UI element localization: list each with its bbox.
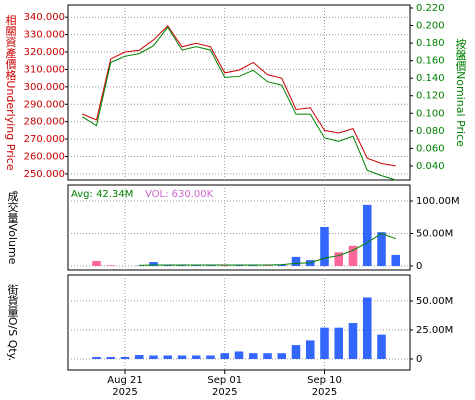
avg-label: Avg: 42.34M <box>71 189 133 200</box>
x-tick-label: Sep 01 <box>207 375 242 386</box>
y-tick-label: 340.000 <box>24 12 65 23</box>
y2-tick-label: 0.220 <box>416 3 445 14</box>
y2-tick-label: 0.060 <box>416 143 445 154</box>
bar <box>191 355 201 359</box>
bar <box>206 355 215 359</box>
y-axis-label: 成交量Volume <box>6 190 19 264</box>
bar <box>234 351 244 359</box>
y2-tick-label: 0.100 <box>416 108 445 119</box>
y2-tick-label: 0.200 <box>416 21 445 32</box>
bar <box>362 204 372 266</box>
bar <box>291 345 301 359</box>
y-tick-label: 25.00M <box>416 325 453 336</box>
line-series <box>82 25 396 167</box>
bar <box>149 262 158 266</box>
y-tick-label: 290.000 <box>24 99 65 110</box>
bar <box>348 323 358 359</box>
bar <box>291 256 301 266</box>
y-tick-label: 0 <box>416 261 422 272</box>
bar <box>163 355 173 359</box>
y2-tick-label: 0.140 <box>416 73 445 84</box>
bar <box>206 265 215 266</box>
y-tick-label: 300.000 <box>24 82 65 93</box>
bar <box>348 245 358 266</box>
y2-tick-label: 0.120 <box>416 91 445 102</box>
bar <box>377 232 386 266</box>
bar <box>277 353 287 359</box>
y2-tick-label: 0.160 <box>416 56 445 67</box>
bar <box>263 353 272 359</box>
bar <box>248 353 258 359</box>
bar <box>277 264 287 266</box>
bar <box>177 265 187 266</box>
moving-average-line <box>139 232 396 266</box>
y-tick-label: 270.000 <box>24 134 65 145</box>
x-year-label: 2025 <box>312 387 337 398</box>
bar <box>320 226 329 266</box>
bar <box>106 265 116 266</box>
bar <box>305 340 315 359</box>
y-axis-label: 相關資產價格Underlying Price <box>4 14 17 171</box>
bar <box>334 327 344 359</box>
bar <box>92 260 101 266</box>
y2-tick-label: 0.040 <box>416 161 445 172</box>
bar <box>163 265 173 266</box>
y-tick-label: 250.000 <box>24 169 65 180</box>
bar <box>92 357 101 359</box>
y2-tick-label: 0.180 <box>416 38 445 49</box>
y-tick-label: 50.00M <box>416 296 453 307</box>
y-tick-label: 260.000 <box>24 151 65 162</box>
bar <box>120 357 130 359</box>
bar <box>377 334 386 359</box>
x-year-label: 2025 <box>212 387 237 398</box>
y-tick-label: 320.000 <box>24 47 65 58</box>
bar <box>391 254 401 266</box>
x-tick-label: Aug 21 <box>107 375 142 386</box>
bar <box>320 327 329 359</box>
y-tick-label: 330.000 <box>24 30 65 41</box>
y-tick-label: 50.00M <box>416 228 453 239</box>
bar <box>149 355 158 359</box>
y-tick-label: 0 <box>416 354 422 365</box>
y2-axis-label: 按盤價Nominal Price <box>454 37 467 147</box>
bar <box>362 297 372 359</box>
bar <box>334 252 344 266</box>
x-tick-label: Sep 10 <box>307 375 342 386</box>
bar <box>220 353 230 359</box>
y2-tick-label: 0.080 <box>416 126 445 137</box>
y-tick-label: 280.000 <box>24 117 65 128</box>
bar <box>106 357 116 359</box>
line-series <box>81 26 396 181</box>
y-axis-label: 街貨量O/S Qty. <box>6 283 19 362</box>
y-tick-label: 310.000 <box>24 64 65 75</box>
y-tick-label: 100.00M <box>416 196 460 207</box>
x-year-label: 2025 <box>112 387 137 398</box>
plot-frame <box>67 4 411 181</box>
bar <box>134 355 144 359</box>
bar <box>177 355 187 359</box>
vol-label: VOL: 630.00K <box>145 189 214 200</box>
bar <box>191 265 201 266</box>
